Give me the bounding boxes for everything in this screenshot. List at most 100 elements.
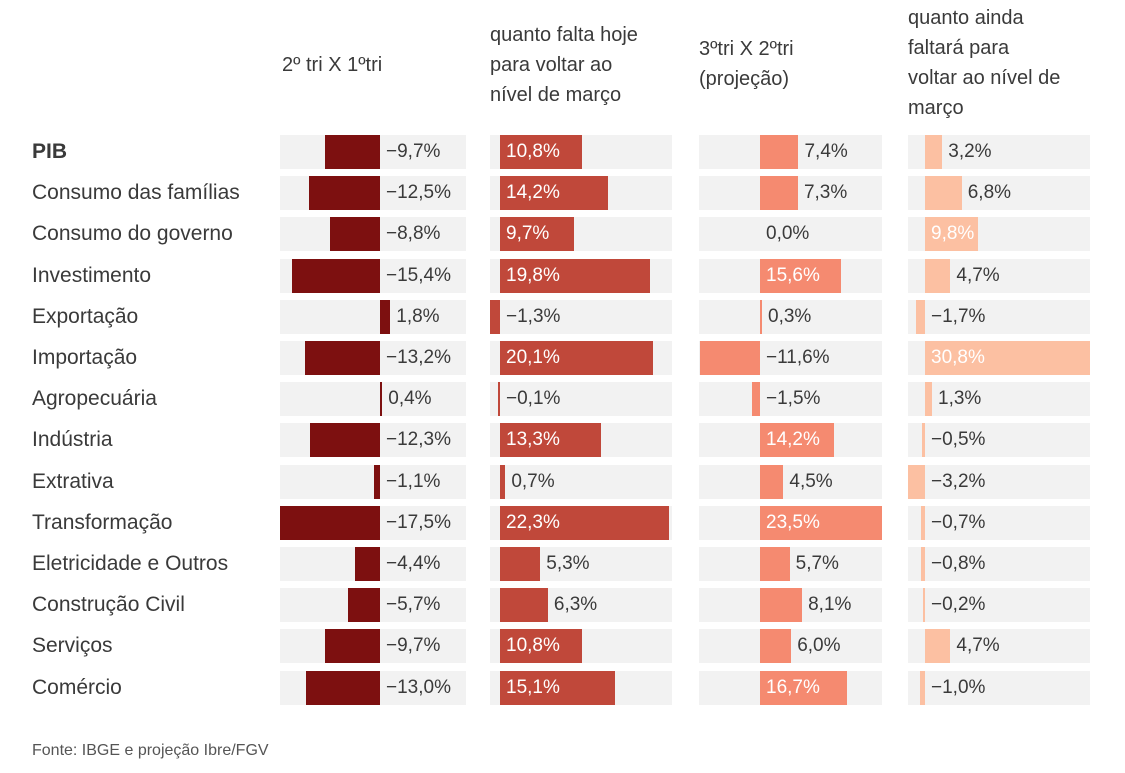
row-label: Extrativa	[32, 469, 114, 493]
row-label: Indústria	[32, 428, 113, 452]
bar	[920, 547, 925, 581]
row-background	[908, 299, 1090, 334]
bar	[760, 505, 882, 540]
bar	[760, 670, 847, 705]
bar	[760, 629, 792, 664]
row-background	[280, 299, 466, 334]
bar	[324, 135, 380, 169]
bar	[500, 547, 541, 581]
bar	[347, 588, 380, 623]
data-label: −1,5%	[766, 388, 821, 410]
bar	[760, 299, 762, 334]
data-label: −17,5%	[386, 511, 451, 533]
row-background	[908, 423, 1090, 458]
data-label: 5,3%	[546, 553, 590, 574]
bar	[925, 629, 951, 664]
data-label: −1,7%	[931, 305, 986, 327]
data-label: 20,1%	[506, 347, 560, 368]
column-header-falta_hoje: quanto falta hoje para voltar ao nível de …	[490, 24, 638, 106]
row-background	[699, 299, 882, 334]
data-label: 6,8%	[967, 182, 1012, 204]
data-label: −1,3%	[506, 305, 561, 327]
bar	[500, 176, 608, 211]
data-label: 6,3%	[553, 594, 598, 616]
bar	[329, 217, 380, 252]
bar	[760, 464, 784, 499]
bar	[925, 341, 1090, 375]
row-background	[908, 547, 1090, 581]
data-label: −15,4%	[386, 264, 451, 286]
bar	[760, 588, 803, 623]
row-background	[908, 382, 1090, 417]
data-label: 23,5%	[766, 511, 820, 533]
bar	[760, 135, 799, 169]
data-label: −1,1%	[386, 470, 441, 492]
row-background	[908, 670, 1090, 705]
bar	[500, 629, 583, 664]
data-label: 4,7%	[956, 635, 1000, 657]
data-label: 22,3%	[506, 511, 560, 533]
data-label: 8,1%	[808, 594, 852, 616]
bar	[925, 258, 951, 293]
data-label: 0,7%	[511, 470, 555, 492]
data-label: 30,8%	[931, 347, 985, 368]
row-label: Construção Civil	[32, 593, 185, 617]
row-label: Consumo das famílias	[32, 181, 240, 205]
data-label: −13,2%	[386, 347, 451, 368]
bar	[915, 299, 925, 334]
column-header-falta_ainda: quanto ainda faltará para voltar ao nível …	[908, 7, 1061, 119]
column-header-q2_vs_q1: 2º tri X 1ºtri	[282, 54, 383, 76]
data-label: 1,8%	[396, 305, 440, 327]
bar	[500, 588, 548, 623]
bar	[500, 217, 574, 252]
data-label: −0,8%	[931, 553, 986, 574]
bar	[500, 341, 653, 375]
bar	[324, 629, 380, 664]
bar	[699, 341, 760, 375]
source-note: Fonte: IBGE e projeção Ibre/FGV	[32, 742, 269, 759]
bar	[309, 423, 380, 458]
bar	[760, 423, 834, 458]
data-label: 10,8%	[506, 635, 560, 657]
row-background	[699, 382, 882, 417]
column-header-q3_vs_q2: 3ºtri X 2ºtri (projeção)	[699, 38, 794, 90]
bar	[921, 505, 925, 540]
bar	[373, 464, 380, 499]
bar	[925, 217, 978, 252]
data-label: −0,7%	[931, 511, 986, 533]
bar	[752, 382, 760, 417]
data-label: −5,7%	[386, 594, 441, 616]
data-label: 10,8%	[506, 141, 560, 162]
bar	[280, 505, 380, 540]
row-label: Exportação	[32, 304, 139, 328]
bar	[308, 176, 380, 211]
data-label: 9,7%	[506, 223, 550, 245]
bar	[500, 423, 602, 458]
data-label: 16,7%	[766, 676, 820, 698]
bar	[500, 670, 615, 705]
data-label: −8,8%	[386, 223, 441, 245]
bar	[925, 135, 943, 169]
data-label: 4,5%	[789, 470, 833, 492]
bar	[304, 341, 380, 375]
bar	[500, 505, 670, 540]
row-label: Importação	[32, 346, 138, 369]
row-background	[490, 299, 672, 334]
row-label: Agropecuária	[32, 387, 157, 411]
row-label: Consumo do governo	[32, 222, 233, 246]
data-label: 13,3%	[506, 429, 560, 451]
row-background	[908, 505, 1090, 540]
row-label: Serviços	[32, 634, 113, 658]
row-label: Transformação	[32, 510, 173, 534]
data-label: −13,0%	[386, 676, 451, 698]
bar	[490, 299, 500, 334]
data-label: 19,8%	[506, 264, 560, 286]
data-label: −0,5%	[931, 429, 986, 451]
row-label: Comércio	[32, 675, 122, 699]
data-label: −12,3%	[386, 429, 451, 451]
row-background	[280, 382, 466, 417]
row-background	[280, 464, 466, 499]
data-label: 9,8%	[931, 223, 975, 245]
bar	[500, 464, 506, 499]
bar	[500, 135, 583, 169]
